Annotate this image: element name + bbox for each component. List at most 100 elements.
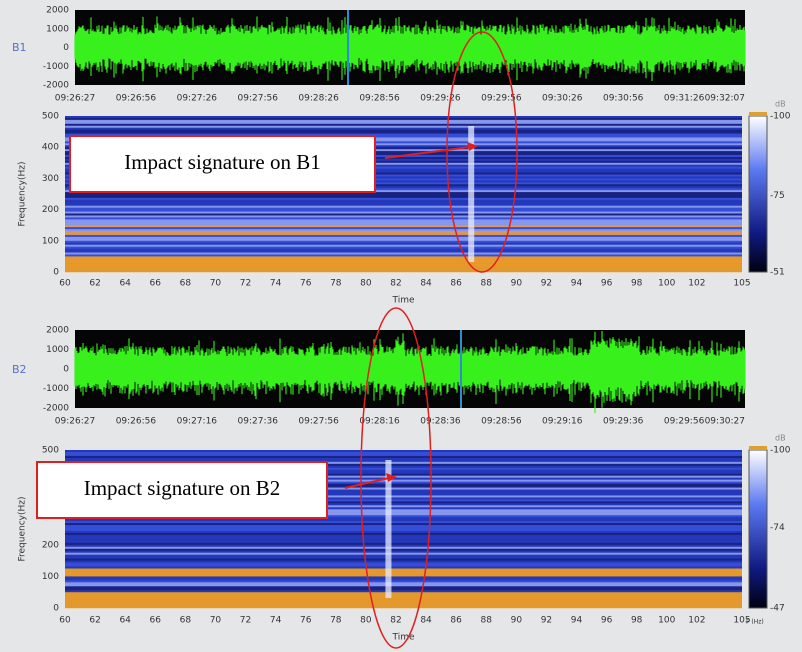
spectrogram-band xyxy=(65,162,742,166)
channel-label: B2 xyxy=(12,363,27,376)
wave-x-tick: 09:30:56 xyxy=(603,94,644,104)
wave-y-tick: 1000 xyxy=(46,345,69,355)
wave-x-tick: 09:28:26 xyxy=(298,94,339,104)
spec-x-tick: 68 xyxy=(180,616,192,626)
spectrogram-band xyxy=(65,164,742,167)
spectrogram-band xyxy=(65,473,742,476)
spectrogram-band xyxy=(65,455,742,459)
spec-x-tick: 64 xyxy=(119,279,131,289)
spectrogram-band xyxy=(65,225,742,228)
spectrogram-band xyxy=(65,471,742,474)
spectrogram-band xyxy=(65,252,742,255)
spectrogram-band xyxy=(65,248,742,251)
annotation-arrow xyxy=(384,146,471,159)
spectrogram-band xyxy=(65,234,742,238)
spec-x-tick: 70 xyxy=(210,616,222,626)
wave-x-tick: 09:28:56 xyxy=(359,94,400,104)
spectrogram-band xyxy=(65,197,742,201)
spectrogram-band xyxy=(65,123,742,127)
spectrogram-band xyxy=(65,489,742,492)
spectrogram-band xyxy=(65,552,742,555)
spectrogram-band xyxy=(65,503,742,506)
wave-x-tick: 09:26:27 xyxy=(55,417,95,427)
wave-x-tick: 09:32:07 xyxy=(705,94,745,104)
spectrogram-band xyxy=(65,598,742,601)
spectrogram-band xyxy=(65,233,742,236)
spectrogram-band xyxy=(65,592,742,595)
wave-x-tick: 09:27:56 xyxy=(238,94,279,104)
spec-x-tick: 82 xyxy=(390,279,401,289)
spectrogram-band xyxy=(65,451,742,455)
spectrogram-band xyxy=(65,450,742,453)
spec-x-tick: 84 xyxy=(420,279,432,289)
annotations: Impact signature on B1 Impact signature o… xyxy=(36,31,518,649)
spectrogram-band xyxy=(65,201,742,205)
spec-x-tick: 102 xyxy=(688,616,705,626)
annotation-text: Impact signature on B2 xyxy=(84,476,281,500)
wave-y-tick: 0 xyxy=(63,365,69,375)
spectrogram-band xyxy=(65,266,742,269)
spectrogram-band xyxy=(65,600,742,603)
colorbar-unit: dB xyxy=(775,434,786,443)
spec-x-tick: 80 xyxy=(360,616,372,626)
spec-y-tick: 300 xyxy=(42,174,59,184)
spectrogram-band xyxy=(65,160,742,164)
spec-x-tick: 92 xyxy=(541,616,552,626)
spec-y-label: Frequency(Hz) xyxy=(18,496,28,561)
spectrogram-band xyxy=(65,195,742,199)
spectrogram-band xyxy=(65,560,742,563)
spectrogram-band xyxy=(65,141,742,144)
spectrogram-band xyxy=(65,151,742,154)
spectrogram-band xyxy=(65,457,742,461)
spectrogram-band xyxy=(65,156,742,160)
spectrogram-band xyxy=(65,147,742,150)
spec-x-tick: 96 xyxy=(601,279,613,289)
spectrogram-band xyxy=(65,469,742,473)
spectrogram-band xyxy=(65,465,742,469)
spec-y-tick: 100 xyxy=(42,572,59,582)
annotation-box xyxy=(36,461,328,519)
spec-x-tick: 90 xyxy=(511,616,523,626)
spectrogram-band xyxy=(65,168,742,171)
spectrogram-band xyxy=(65,117,742,121)
waveform xyxy=(74,331,746,414)
spectrogram-band xyxy=(65,219,742,222)
spectrogram-band xyxy=(65,190,742,193)
wave-x-tick: 09:29:56 xyxy=(481,94,522,104)
wave-y-tick: 0 xyxy=(63,43,69,53)
spectrogram-band xyxy=(65,554,742,557)
spec-y-tick: 0 xyxy=(53,268,59,278)
spec-x-tick: 96 xyxy=(601,616,613,626)
spectrogram-band xyxy=(65,119,742,123)
spec-x-tick: 72 xyxy=(240,279,251,289)
waveform xyxy=(74,16,746,82)
spec-x-tick: 92 xyxy=(541,279,552,289)
spectrogram-band xyxy=(65,186,742,189)
colorbar-tick: -74 xyxy=(770,523,785,533)
arrow-head xyxy=(467,142,478,151)
spectrogram-band xyxy=(65,590,742,593)
spectrogram-band xyxy=(65,576,742,579)
spectrogram-band xyxy=(65,184,742,187)
highlight-ellipse xyxy=(446,31,518,273)
spectrogram-band xyxy=(65,491,742,494)
spec-x-tick: 88 xyxy=(481,279,493,289)
spec-x-tick: 72 xyxy=(240,616,251,626)
spectrogram-band xyxy=(65,188,742,191)
annotation-box xyxy=(69,135,376,193)
wave-x-tick: 09:29:56 xyxy=(664,417,705,427)
spectrogram-band xyxy=(65,461,742,465)
spectrogram-band xyxy=(65,529,742,532)
spec-x-tick: 86 xyxy=(450,279,462,289)
spectrogram-band xyxy=(65,540,742,544)
spec-x-tick: 66 xyxy=(150,616,162,626)
spectrogram-band xyxy=(65,546,742,550)
wave-y-tick: 2000 xyxy=(46,326,69,336)
spec-x-label: Time xyxy=(391,296,414,306)
wave-x-tick: 09:29:16 xyxy=(542,417,583,427)
wave-x-tick: 09:29:26 xyxy=(420,94,461,104)
spectrogram-band xyxy=(65,129,742,132)
spectrogram-band xyxy=(65,149,742,152)
spectrogram-band xyxy=(65,133,742,136)
